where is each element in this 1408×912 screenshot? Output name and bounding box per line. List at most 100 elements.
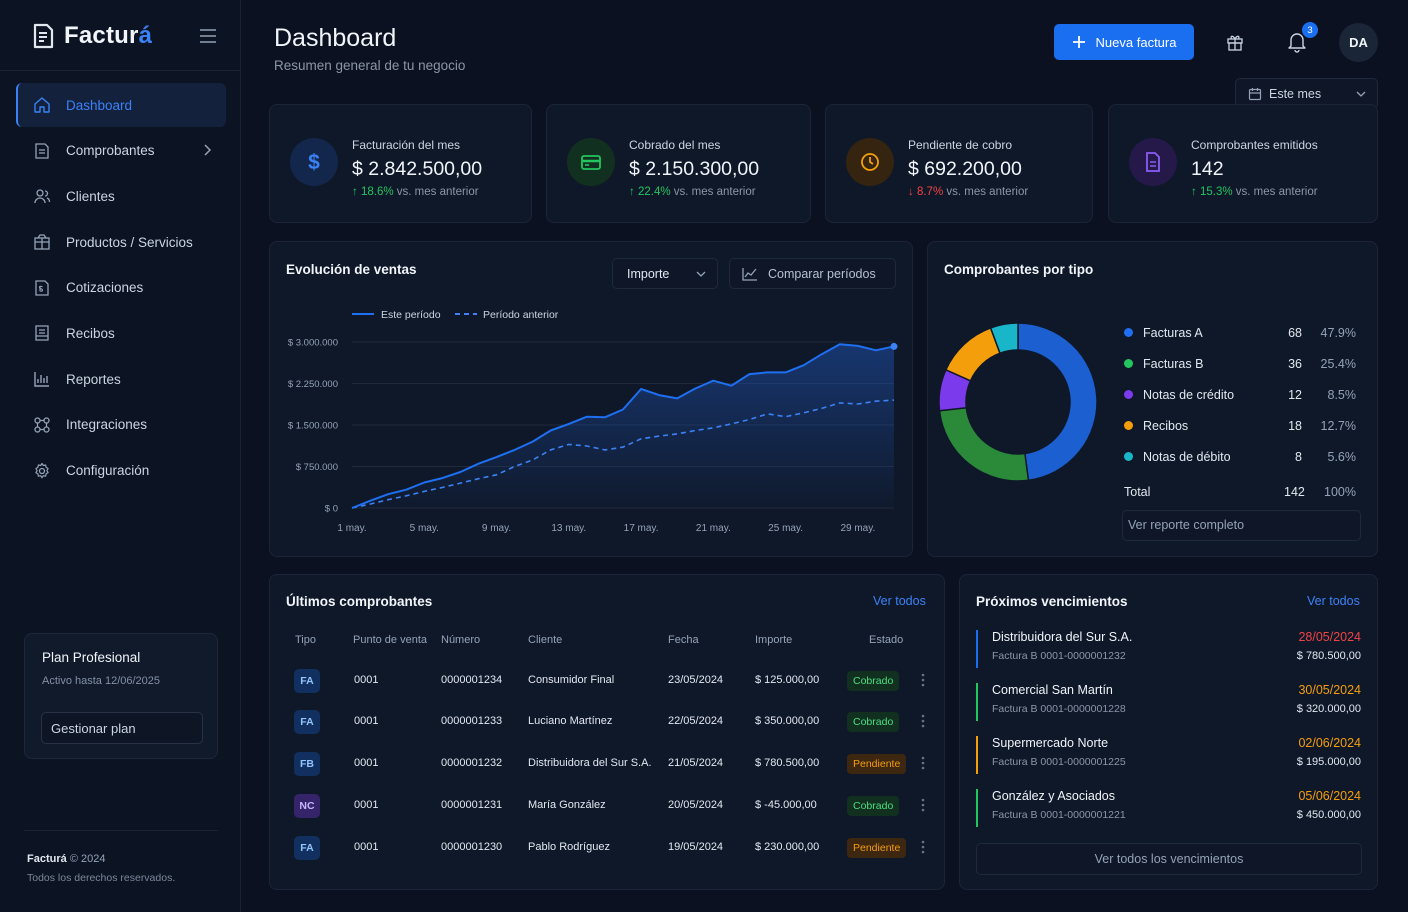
legend-percent: 25.4% xyxy=(1320,356,1356,371)
view-all-due-link[interactable]: Ver todos xyxy=(1307,594,1360,608)
sidebar-item-cotizaciones[interactable]: Cotizaciones xyxy=(16,266,226,310)
doc-type-badge: FA xyxy=(294,836,320,860)
cell-cliente: Distribuidora del Sur S.A. xyxy=(528,757,652,769)
more-options-icon[interactable] xyxy=(921,714,925,728)
sidebar-item-label: Reportes xyxy=(66,371,121,387)
chevron-down-icon xyxy=(1356,91,1366,97)
full-report-button[interactable]: Ver reporte completo xyxy=(1122,510,1361,541)
new-invoice-button[interactable]: Nueva factura xyxy=(1054,24,1194,60)
plan-expiry: Activo hasta 12/06/2025 xyxy=(42,675,161,687)
kpi-card-facturacion: $ Facturación del mes $ 2.842.500,00 ↑ 1… xyxy=(269,104,532,223)
metric-select-value: Importe xyxy=(627,266,670,281)
cell-punto-venta: 0001 xyxy=(354,757,379,769)
cell-fecha: 20/05/2024 xyxy=(668,799,724,811)
due-item[interactable]: Comercial San Martín Factura B 0001-0000… xyxy=(976,683,1361,721)
sidebar-nav: Dashboard Comprobantes Clientes Producto… xyxy=(16,83,226,494)
page-title: Dashboard xyxy=(274,24,397,52)
sidebar-item-configuracion[interactable]: Configuración xyxy=(16,449,226,493)
receipt-icon xyxy=(32,323,52,343)
donut-slice-facturas-a[interactable] xyxy=(1017,322,1098,482)
table-row[interactable]: FA 0001 0000001233 Luciano Martínez 22/0… xyxy=(270,702,944,744)
cell-cliente: Pablo Rodríguez xyxy=(528,841,610,853)
manage-plan-button[interactable]: Gestionar plan xyxy=(41,712,203,744)
menu-toggle-icon[interactable] xyxy=(198,28,218,44)
due-document: Factura B 0001-0000001221 xyxy=(992,809,1126,821)
due-item[interactable]: González y Asociados Factura B 0001-0000… xyxy=(976,789,1361,827)
compare-periods-button[interactable]: Comparar períodos xyxy=(729,258,896,289)
sidebar-item-label: Recibos xyxy=(66,325,115,341)
column-header-punto-venta: Punto de venta xyxy=(353,634,428,646)
due-document: Factura B 0001-0000001228 xyxy=(992,703,1126,715)
more-options-icon[interactable] xyxy=(921,798,925,812)
column-header-numero: Número xyxy=(441,634,481,646)
sidebar-item-clientes[interactable]: Clientes xyxy=(16,174,226,218)
more-options-icon[interactable] xyxy=(921,673,925,687)
footer-rights: Todos los derechos reservados. xyxy=(27,872,176,884)
kpi-value: $ 2.150.300,00 xyxy=(629,158,760,180)
sidebar-item-label: Productos / Servicios xyxy=(66,234,193,250)
plan-title: Plan Profesional xyxy=(42,650,141,665)
due-item[interactable]: Supermercado Norte Factura B 0001-000000… xyxy=(976,736,1361,774)
quote-icon xyxy=(32,278,52,298)
metric-select[interactable]: Importe xyxy=(612,258,718,289)
due-date: 28/05/2024 xyxy=(1298,630,1361,644)
more-options-icon[interactable] xyxy=(921,840,925,854)
legend-dot xyxy=(1124,421,1133,430)
avatar[interactable]: DA xyxy=(1339,23,1378,62)
table-row[interactable]: NC 0001 0000001231 María González 20/05/… xyxy=(270,786,944,828)
document-types-donut xyxy=(938,322,1098,482)
cell-importe: $ 780.500,00 xyxy=(755,757,820,769)
column-header-tipo: Tipo xyxy=(295,634,316,646)
due-item[interactable]: Distribuidora del Sur S.A. Factura B 000… xyxy=(976,630,1361,668)
x-tick-label: 5 may. xyxy=(410,523,439,534)
series-area-current xyxy=(352,344,894,508)
cell-numero: 0000001231 xyxy=(441,799,503,811)
due-document: Factura B 0001-0000001225 xyxy=(992,756,1126,768)
table-row[interactable]: FB 0001 0000001232 Distribuidora del Sur… xyxy=(270,744,944,786)
legend-dot xyxy=(1124,390,1133,399)
cell-cliente: María González xyxy=(528,799,606,811)
gift-icon[interactable] xyxy=(1226,33,1244,51)
donut-slice-facturas-b[interactable] xyxy=(938,406,1030,482)
sidebar-item-label: Integraciones xyxy=(66,417,148,433)
cell-importe: $ 125.000,00 xyxy=(755,674,820,686)
y-tick-label: $ 3.000.000 xyxy=(288,338,338,349)
table-row[interactable]: FA 0001 0000001234 Consumidor Final 23/0… xyxy=(270,661,944,703)
kpi-delta: ↓ 8.7% vs. mes anterior xyxy=(908,186,1029,198)
view-all-due-button[interactable]: Ver todos los vencimientos xyxy=(976,843,1362,875)
legend-label-previous: Período anterior xyxy=(483,309,559,321)
sidebar-item-comprobantes[interactable]: Comprobantes xyxy=(16,129,226,173)
y-tick-label: $ 1.500.000 xyxy=(288,421,338,432)
due-document: Factura B 0001-0000001232 xyxy=(992,650,1126,662)
sidebar-item-recibos[interactable]: Recibos xyxy=(16,311,226,355)
cell-fecha: 23/05/2024 xyxy=(668,674,724,686)
sidebar-item-productos[interactable]: Productos / Servicios xyxy=(16,220,226,264)
kpi-delta: ↑ 22.4% vs. mes anterior xyxy=(629,186,756,198)
bar-chart-icon xyxy=(32,369,52,389)
kpi-label: Facturación del mes xyxy=(352,138,461,152)
table-row[interactable]: FA 0001 0000001230 Pablo Rodríguez 19/05… xyxy=(270,828,944,870)
legend-count: 8 xyxy=(1295,449,1302,464)
x-tick-label: 17 may. xyxy=(624,523,659,534)
x-tick-label: 1 may. xyxy=(337,523,366,534)
donut-slice-recibos[interactable] xyxy=(944,326,1001,382)
bell-icon[interactable] xyxy=(1287,31,1307,53)
legend-count: 18 xyxy=(1288,418,1302,433)
doc-type-badge: FA xyxy=(294,669,320,693)
sidebar-item-dashboard[interactable]: Dashboard xyxy=(16,83,226,127)
main-content: Dashboard Resumen general de tu negocio … xyxy=(241,0,1408,912)
x-tick-label: 13 may. xyxy=(551,523,586,534)
kpi-delta: ↑ 15.3% vs. mes anterior xyxy=(1191,186,1318,198)
users-icon xyxy=(32,186,52,206)
due-amount: $ 195.000,00 xyxy=(1296,756,1361,768)
view-all-documents-link[interactable]: Ver todos xyxy=(873,594,926,608)
total-label: Total xyxy=(1124,485,1151,499)
cell-punto-venta: 0001 xyxy=(354,715,379,727)
donut-slice-notas-de-d-bito[interactable] xyxy=(989,322,1019,355)
sidebar-item-integraciones[interactable]: Integraciones xyxy=(16,403,226,447)
sidebar-item-reportes[interactable]: Reportes xyxy=(16,357,226,401)
cell-numero: 0000001234 xyxy=(441,674,503,686)
more-options-icon[interactable] xyxy=(921,756,925,770)
brand-logo[interactable]: Facturá xyxy=(32,22,152,50)
due-amount: $ 450.000,00 xyxy=(1296,809,1361,821)
